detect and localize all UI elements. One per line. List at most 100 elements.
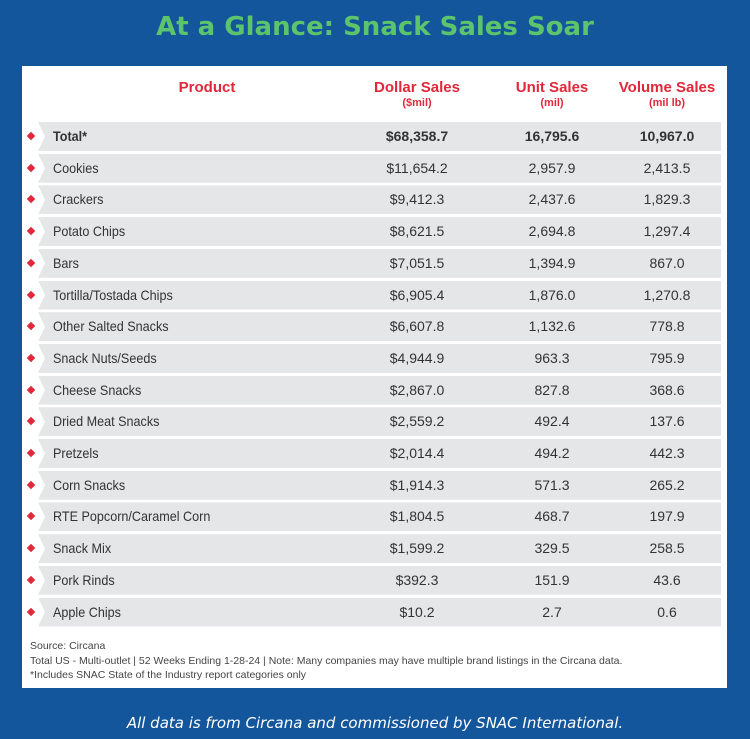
bullet-diamond-icon [26, 258, 36, 268]
row-band [38, 343, 721, 373]
header-label: Unit Sales [515, 79, 589, 96]
unit-sales: 494.2 [534, 445, 570, 461]
product-name: Bars [53, 254, 79, 271]
source-note: Source: Circana [30, 640, 106, 652]
header-dollar-sales: Dollar Sales ($mil) [362, 80, 472, 110]
table-row: Apple Chips $10.2 2.7 0.6 [22, 597, 727, 627]
unit-sales: 468.7 [534, 508, 570, 525]
dollar-sales: $2,559.2 [389, 413, 445, 430]
row-band [38, 502, 721, 532]
volume-sales: 795.9 [649, 349, 685, 366]
dollar-sales: $10.2 [399, 603, 435, 620]
row-band [38, 312, 721, 342]
footer-credit: All data is from Circana and commissione… [126, 714, 624, 732]
header-volume-sales: Volume Sales (mil lb) [612, 80, 722, 110]
volume-sales: 258.5 [649, 540, 685, 557]
product-name: Total* [53, 128, 88, 144]
dollar-sales: $1,804.5 [389, 508, 445, 525]
row-band [38, 439, 721, 468]
row-band [38, 597, 721, 627]
table-row: Potato Chips $8,621.5 2,694.8 1,297.4 [22, 217, 727, 247]
unit-sales: 963.3 [534, 349, 570, 366]
product-name: Pork Rinds [53, 571, 115, 588]
row-band [38, 217, 721, 247]
header-unit: ($mil) [402, 97, 432, 109]
row-band [38, 534, 721, 564]
dollar-sales: $1,599.2 [389, 540, 445, 557]
table-row: Snack Nuts/Seeds $4,944.9 963.3 795.9 [22, 343, 727, 373]
table-row: RTE Popcorn/Caramel Corn $1,804.5 468.7 197… [22, 502, 727, 532]
product-name: Other Salted Snacks [53, 318, 169, 335]
sales-table: Product Dollar Sales ($mil) Unit Sales (mi… [22, 66, 727, 688]
volume-sales: 43.6 [653, 571, 681, 588]
product-name: Corn Snacks [53, 476, 126, 493]
volume-sales: 2,413.5 [643, 159, 691, 176]
volume-sales: 265.2 [649, 476, 685, 493]
header-unit-sales: Unit Sales (mil) [497, 80, 607, 110]
bullet-diamond-icon [26, 385, 36, 394]
unit-sales: 1,394.9 [528, 254, 576, 271]
bullet-diamond-icon [26, 290, 36, 299]
dollar-sales: $6,607.8 [389, 318, 445, 335]
bullet-diamond-icon [26, 607, 36, 616]
unit-sales: 2,957.9 [528, 159, 576, 176]
unit-sales: 1,132.6 [528, 318, 576, 335]
header-label: Volume Sales [618, 79, 716, 96]
unit-sales: 2,437.6 [528, 191, 576, 208]
volume-sales: 137.6 [649, 413, 685, 430]
unit-sales: 571.3 [534, 476, 570, 493]
bullet-diamond-icon [26, 512, 36, 521]
dollar-sales: $7,051.5 [389, 254, 445, 271]
product-name: Snack Nuts/Seeds [53, 349, 157, 366]
header-label: Product [178, 79, 236, 96]
table-row: Snack Mix $1,599.2 329.5 258.5 [22, 534, 727, 564]
row-band [38, 280, 721, 310]
bullet-diamond-icon [26, 575, 36, 585]
row-band [38, 153, 721, 183]
product-name: Apple Chips [53, 603, 121, 620]
table-row: Corn Snacks $1,914.3 571.3 265.2 [22, 470, 727, 500]
product-name: Dried Meat Snacks [53, 413, 160, 430]
bullet-diamond-icon [26, 480, 36, 489]
bullet-diamond-icon [26, 321, 36, 331]
bullet-diamond-icon [26, 448, 36, 458]
table-row: Tortilla/Tostada Chips $6,905.4 1,876.0 1,2… [22, 280, 727, 310]
row-band [38, 375, 721, 405]
bullet-diamond-icon [26, 195, 36, 204]
product-name: Cookies [53, 159, 99, 176]
table-row: Cheese Snacks $2,867.0 827.8 368.6 [22, 375, 727, 405]
volume-sales: 778.8 [649, 318, 685, 335]
row-band [38, 470, 721, 500]
table-row: Pretzels $2,014.4 494.2 442.3 [22, 439, 727, 468]
unit-sales: 329.5 [534, 540, 570, 557]
bullet-diamond-icon [26, 131, 36, 141]
bullet-diamond-icon [26, 226, 36, 236]
dollar-sales: $6,905.4 [389, 286, 445, 303]
dollar-sales: $2,867.0 [389, 381, 445, 398]
dollar-sales: $68,358.7 [385, 128, 449, 144]
header-product: Product [142, 80, 272, 96]
product-name: Potato Chips [53, 223, 126, 240]
table-row: Total* $68,358.7 16,795.6 10,967.0 [22, 122, 727, 151]
table-row: Pork Rinds $392.3 151.9 43.6 [22, 565, 727, 595]
dollar-sales: $11,654.2 [386, 159, 448, 176]
row-band [38, 407, 721, 437]
volume-sales: 1,270.8 [643, 286, 691, 303]
dollar-sales: $392.3 [395, 571, 439, 588]
bullet-diamond-icon [26, 163, 36, 172]
unit-sales: 151.9 [534, 571, 570, 588]
row-band [38, 565, 721, 595]
volume-sales: 368.6 [649, 381, 685, 398]
dollar-sales: $2,014.4 [389, 445, 445, 461]
scope-note: Total US - Multi-outlet | 52 Weeks Endin… [30, 655, 623, 667]
product-name: Crackers [53, 191, 104, 208]
bullet-diamond-icon [26, 417, 36, 426]
dollar-sales: $9,412.3 [389, 191, 445, 208]
header-unit: (mil) [540, 97, 564, 109]
table-row: Dried Meat Snacks $2,559.2 492.4 137.6 [22, 407, 727, 437]
product-name: RTE Popcorn/Caramel Corn [53, 508, 211, 525]
volume-sales: 1,297.4 [643, 223, 691, 240]
volume-sales: 442.3 [649, 445, 685, 461]
header-unit: (mil lb) [648, 97, 686, 109]
bullet-diamond-icon [26, 543, 36, 553]
